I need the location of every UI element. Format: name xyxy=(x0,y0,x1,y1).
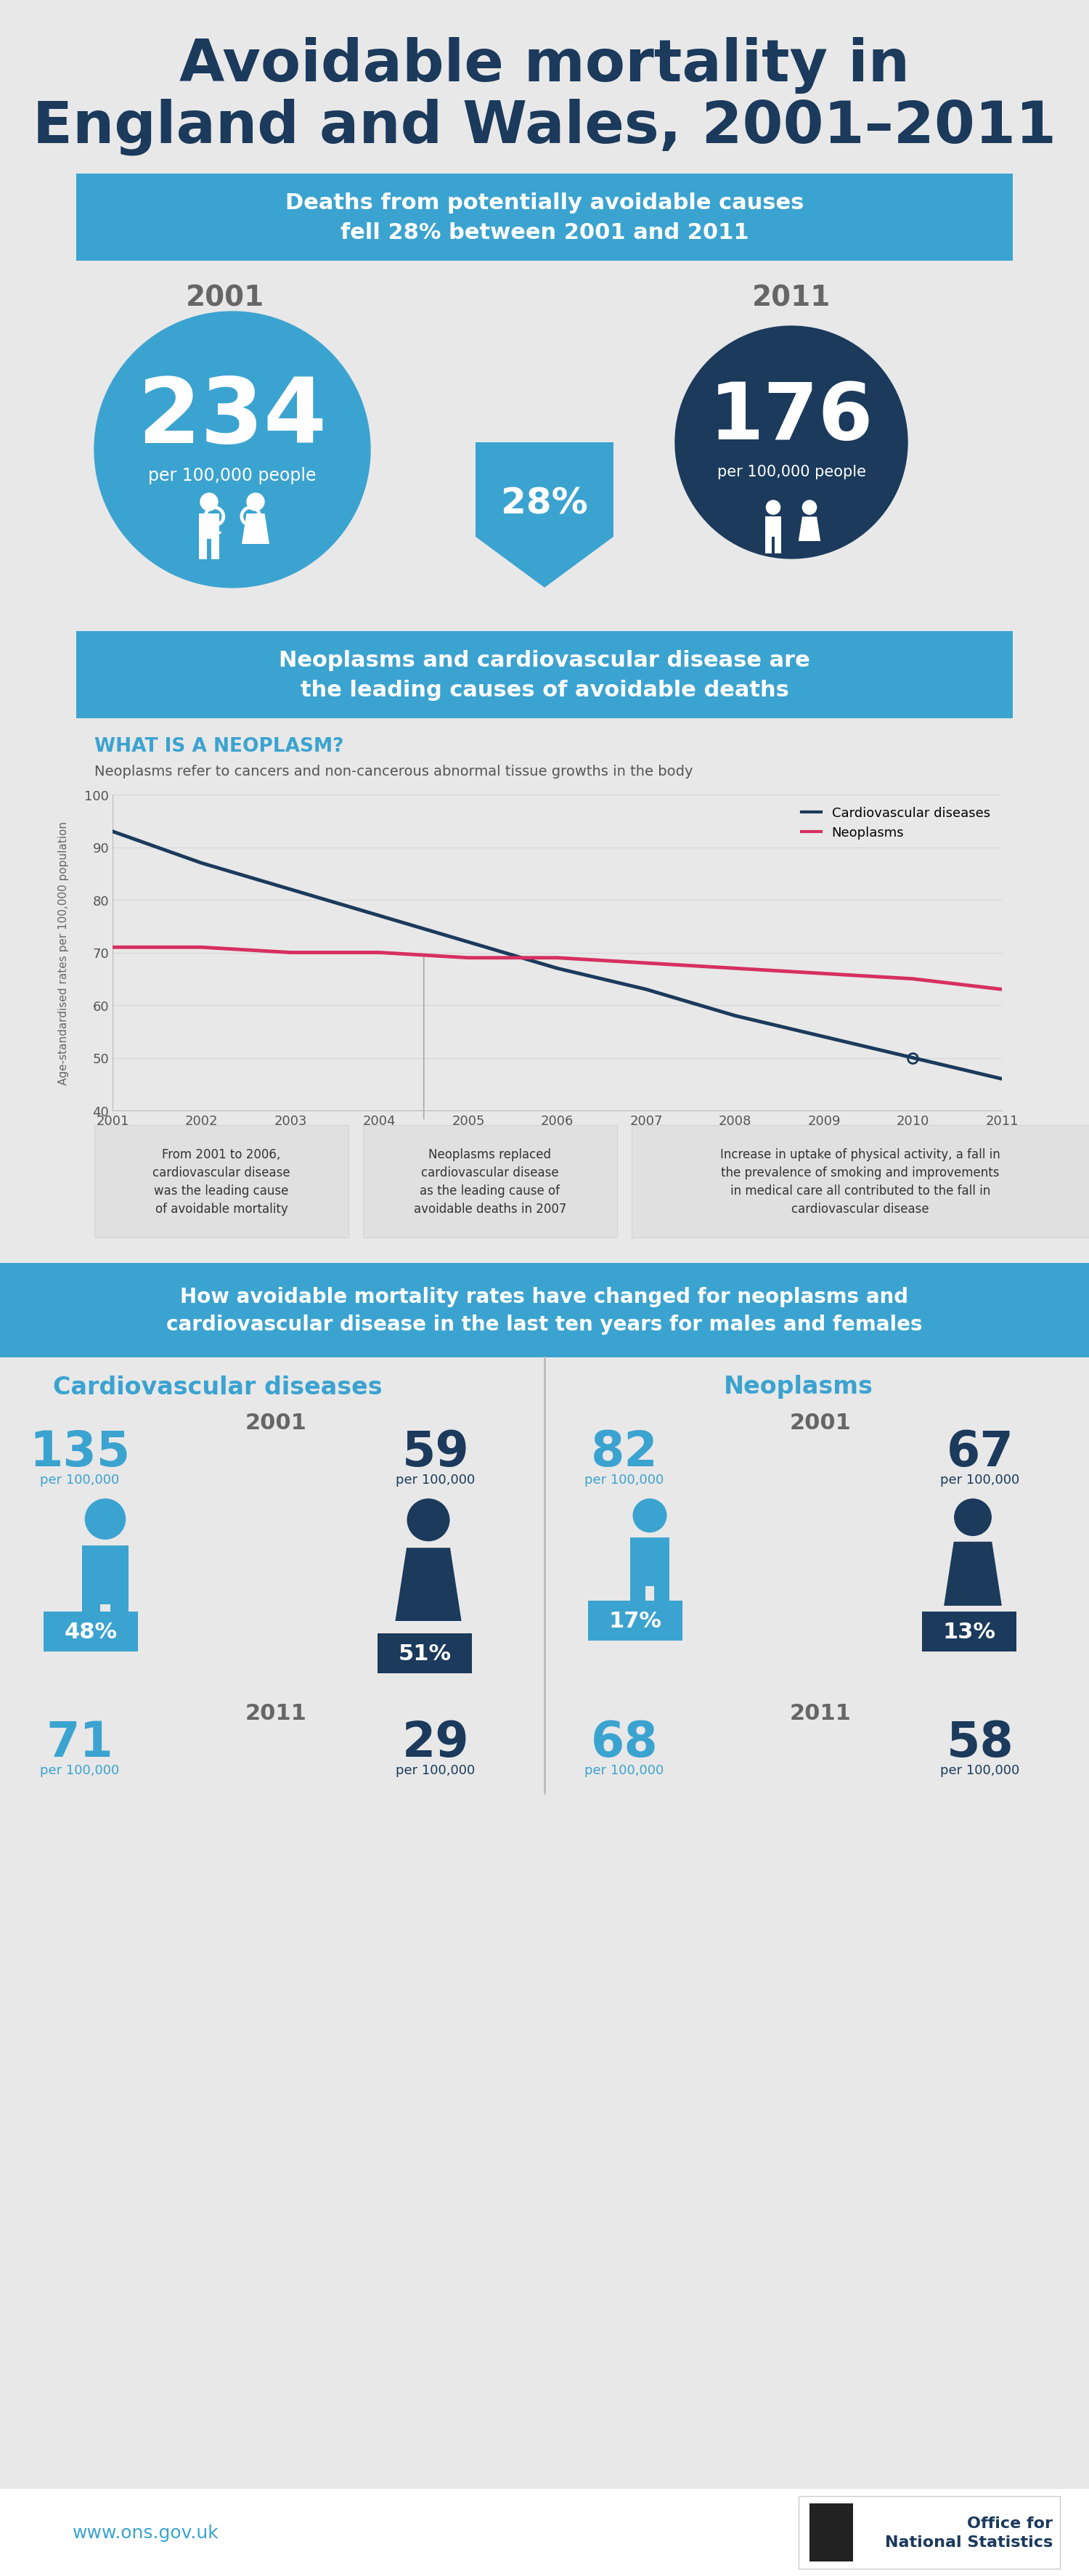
Text: per 100,000: per 100,000 xyxy=(585,1473,664,1486)
Bar xyxy=(199,515,219,538)
Text: per 100,000: per 100,000 xyxy=(941,1473,1019,1486)
Polygon shape xyxy=(476,443,613,587)
Text: 67: 67 xyxy=(946,1427,1014,1476)
Text: Avoidable mortality in: Avoidable mortality in xyxy=(180,36,909,93)
Text: Cardiovascular diseases: Cardiovascular diseases xyxy=(53,1376,382,1399)
Text: 135: 135 xyxy=(29,1427,131,1476)
Circle shape xyxy=(407,1499,450,1540)
Text: Neoplasms refer to cancers and non-cancerous abnormal tissue growths in the body: Neoplasms refer to cancers and non-cance… xyxy=(95,765,693,778)
Text: Neoplasms and cardiovascular disease are
the leading causes of avoidable deaths: Neoplasms and cardiovascular disease are… xyxy=(279,649,810,701)
Bar xyxy=(110,1605,129,1651)
Bar xyxy=(653,1587,669,1625)
Bar xyxy=(922,1613,1016,1651)
Text: 176: 176 xyxy=(709,379,873,456)
Text: 29: 29 xyxy=(402,1718,469,1767)
Bar xyxy=(588,1600,683,1641)
Bar xyxy=(378,1633,472,1674)
Polygon shape xyxy=(798,518,820,541)
Bar xyxy=(44,1613,138,1651)
Circle shape xyxy=(803,500,817,515)
Bar xyxy=(363,1126,617,1239)
Text: 68: 68 xyxy=(590,1718,658,1767)
Circle shape xyxy=(85,1499,125,1540)
Bar xyxy=(631,1587,646,1625)
Bar xyxy=(95,1126,348,1239)
Text: ♀: ♀ xyxy=(236,505,265,541)
Text: per 100,000 people: per 100,000 people xyxy=(717,464,866,479)
Bar xyxy=(766,518,781,538)
Text: From 2001 to 2006,
cardiovascular disease
was the leading cause
of avoidable mor: From 2001 to 2006, cardiovascular diseas… xyxy=(152,1149,291,1216)
Text: 2001: 2001 xyxy=(790,1412,852,1435)
Text: www.ons.gov.uk: www.ons.gov.uk xyxy=(73,2524,219,2540)
Bar xyxy=(809,2504,853,2561)
Text: 71: 71 xyxy=(46,1718,113,1767)
Text: 28%: 28% xyxy=(501,487,588,520)
Text: Increase in uptake of physical activity, a fall in
the prevalence of smoking and: Increase in uptake of physical activity,… xyxy=(720,1149,1001,1216)
Text: How avoidable mortality rates have changed for neoplasms and
cardiovascular dise: How avoidable mortality rates have chang… xyxy=(167,1285,922,1334)
Text: 234: 234 xyxy=(137,374,327,461)
Circle shape xyxy=(675,327,907,559)
Bar xyxy=(0,2488,1089,2576)
Bar xyxy=(775,538,781,554)
Text: per 100,000: per 100,000 xyxy=(941,1765,1019,1777)
Bar xyxy=(76,175,1013,260)
Circle shape xyxy=(955,1499,991,1535)
Text: per 100,000 people: per 100,000 people xyxy=(148,466,316,484)
Bar xyxy=(798,2496,1060,2568)
Bar xyxy=(632,1126,1089,1239)
Bar xyxy=(82,1546,129,1605)
Circle shape xyxy=(247,495,265,510)
Text: per 100,000: per 100,000 xyxy=(396,1765,475,1777)
Text: 59: 59 xyxy=(402,1427,469,1476)
Circle shape xyxy=(633,1499,666,1533)
Text: ♀: ♀ xyxy=(200,505,229,541)
Text: 51%: 51% xyxy=(399,1643,451,1664)
Bar xyxy=(631,1538,669,1587)
Text: Neoplasms replaced
cardiovascular disease
as the leading cause of
avoidable deat: Neoplasms replaced cardiovascular diseas… xyxy=(414,1149,566,1216)
Bar xyxy=(766,538,771,554)
Text: Age-standardised rates per 100,000 population: Age-standardised rates per 100,000 popul… xyxy=(58,822,69,1084)
Bar xyxy=(0,1262,1089,1358)
Circle shape xyxy=(767,500,780,515)
Text: Deaths from potentially avoidable causes
fell 28% between 2001 and 2011: Deaths from potentially avoidable causes… xyxy=(285,193,804,242)
Legend: Cardiovascular diseases, Neoplasms: Cardiovascular diseases, Neoplasms xyxy=(796,801,995,845)
Text: 48%: 48% xyxy=(64,1620,118,1643)
Polygon shape xyxy=(242,515,269,544)
Text: 2001: 2001 xyxy=(245,1412,307,1435)
Text: per 100,000: per 100,000 xyxy=(40,1473,120,1486)
Circle shape xyxy=(200,495,218,510)
Text: Office for
National Statistics: Office for National Statistics xyxy=(884,2517,1053,2550)
Text: Neoplasms: Neoplasms xyxy=(724,1376,873,1399)
Circle shape xyxy=(95,312,370,587)
Text: 2011: 2011 xyxy=(790,1703,852,1723)
Text: 2011: 2011 xyxy=(245,1703,307,1723)
Text: 2011: 2011 xyxy=(752,283,831,312)
Polygon shape xyxy=(944,1543,1002,1605)
Text: 17%: 17% xyxy=(609,1610,662,1631)
Text: England and Wales, 2001–2011: England and Wales, 2001–2011 xyxy=(33,98,1056,155)
Bar xyxy=(199,538,207,559)
Bar xyxy=(211,538,219,559)
Text: 13%: 13% xyxy=(943,1620,995,1643)
Text: per 100,000: per 100,000 xyxy=(585,1765,664,1777)
Text: per 100,000: per 100,000 xyxy=(40,1765,120,1777)
Bar xyxy=(76,631,1013,719)
Bar xyxy=(82,1605,100,1651)
Text: WHAT IS A NEOPLASM?: WHAT IS A NEOPLASM? xyxy=(95,737,344,755)
Text: 82: 82 xyxy=(590,1427,658,1476)
Text: per 100,000: per 100,000 xyxy=(396,1473,475,1486)
Polygon shape xyxy=(395,1548,462,1620)
Text: 58: 58 xyxy=(946,1718,1014,1767)
Text: 2001: 2001 xyxy=(186,283,265,312)
